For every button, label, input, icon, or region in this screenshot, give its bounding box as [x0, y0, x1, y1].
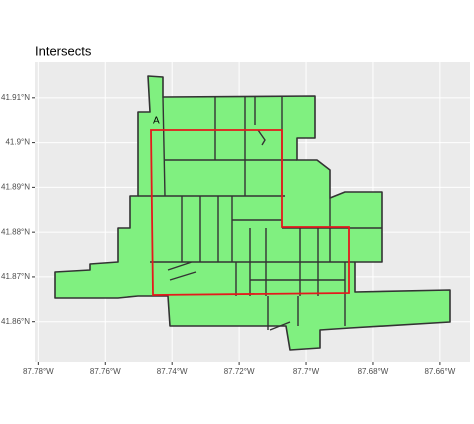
intersect-boundary — [150, 129, 350, 296]
tracts — [54, 75, 451, 351]
annotation: A — [153, 116, 160, 127]
x-tick-label: 87.66°W — [424, 367, 455, 376]
x-tick-label: 87.68°W — [358, 367, 389, 376]
chart-title: Intersects — [35, 43, 92, 58]
y-tick-label: 41.91°N — [1, 93, 30, 102]
tract-area — [54, 75, 451, 351]
y-tick-label: 41.9°N — [5, 138, 30, 147]
x-tick-label: 87.7°W — [293, 367, 320, 376]
x-tick-label: 87.76°W — [90, 367, 121, 376]
x-tick-label: 87.74°W — [157, 367, 188, 376]
axes: 87.78°W 87.76°W 87.74°W 87.72°W 87.7°W 87.68°… — [1, 93, 456, 376]
y-tick-label: 41.89°N — [1, 182, 30, 191]
y-tick-label: 41.88°N — [1, 227, 30, 236]
x-tick-label: 87.78°W — [23, 367, 54, 376]
tract-boundaries — [138, 96, 382, 331]
x-tick-label: 87.72°W — [224, 367, 255, 376]
y-tick-label: 41.86°N — [1, 317, 30, 326]
y-tick-label: 41.87°N — [1, 272, 30, 281]
